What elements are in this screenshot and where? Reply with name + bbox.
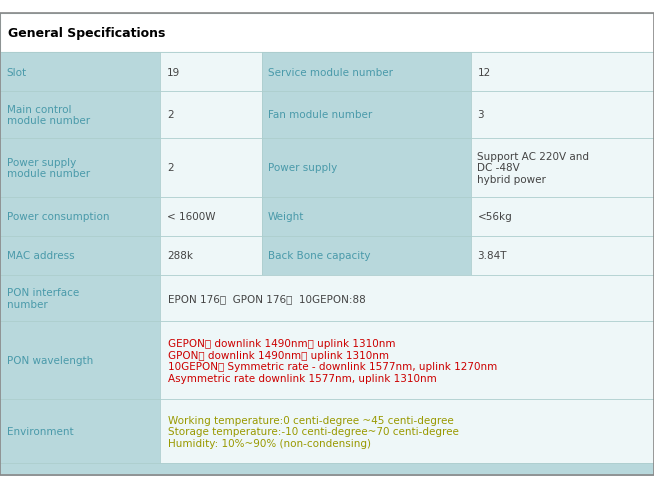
Text: Support AC 220V and
DC -48V
hybrid power: Support AC 220V and DC -48V hybrid power <box>477 152 589 185</box>
Text: Power supply: Power supply <box>268 163 337 173</box>
FancyBboxPatch shape <box>262 53 471 92</box>
Text: 288k: 288k <box>167 251 193 261</box>
Text: 12: 12 <box>477 68 490 77</box>
FancyBboxPatch shape <box>262 236 471 275</box>
FancyBboxPatch shape <box>471 236 654 275</box>
FancyBboxPatch shape <box>0 14 654 53</box>
Text: GEPON： downlink 1490nm， uplink 1310nm
GPON： downlink 1490nm， uplink 1310nm
10GEP: GEPON： downlink 1490nm， uplink 1310nm GP… <box>168 338 497 383</box>
FancyBboxPatch shape <box>0 400 160 463</box>
FancyBboxPatch shape <box>160 198 262 236</box>
FancyBboxPatch shape <box>471 139 654 198</box>
Text: PON wavelength: PON wavelength <box>7 356 93 366</box>
Text: < 1600W: < 1600W <box>167 212 215 222</box>
Text: Working temperature:0 centi-degree ~45 centi-degree
Storage temperature:-10 cent: Working temperature:0 centi-degree ~45 c… <box>168 415 459 448</box>
FancyBboxPatch shape <box>160 275 654 322</box>
Text: Slot: Slot <box>7 68 27 77</box>
FancyBboxPatch shape <box>0 463 654 475</box>
FancyBboxPatch shape <box>0 236 160 275</box>
Text: 3.84T: 3.84T <box>477 251 507 261</box>
FancyBboxPatch shape <box>471 53 654 92</box>
FancyBboxPatch shape <box>160 400 654 463</box>
FancyBboxPatch shape <box>0 275 160 322</box>
FancyBboxPatch shape <box>0 198 160 236</box>
FancyBboxPatch shape <box>160 322 654 400</box>
FancyBboxPatch shape <box>160 139 262 198</box>
FancyBboxPatch shape <box>0 139 160 198</box>
FancyBboxPatch shape <box>262 198 471 236</box>
Text: General Specifications: General Specifications <box>8 27 165 40</box>
FancyBboxPatch shape <box>0 322 160 400</box>
FancyBboxPatch shape <box>262 92 471 139</box>
FancyBboxPatch shape <box>0 92 160 139</box>
FancyBboxPatch shape <box>160 236 262 275</box>
Text: Main control
module number: Main control module number <box>7 105 90 126</box>
FancyBboxPatch shape <box>262 139 471 198</box>
FancyBboxPatch shape <box>0 53 160 92</box>
Text: <56kg: <56kg <box>477 212 512 222</box>
Text: Fan module number: Fan module number <box>268 110 372 120</box>
FancyBboxPatch shape <box>160 92 262 139</box>
Text: Environment: Environment <box>7 427 73 436</box>
Text: Back Bone capacity: Back Bone capacity <box>268 251 371 261</box>
Text: Power supply
module number: Power supply module number <box>7 157 90 179</box>
Text: Weight: Weight <box>268 212 305 222</box>
Text: 2: 2 <box>167 163 173 173</box>
FancyBboxPatch shape <box>160 53 262 92</box>
FancyBboxPatch shape <box>471 92 654 139</box>
Text: EPON 176；  GPON 176；  10GEPON:88: EPON 176； GPON 176； 10GEPON:88 <box>168 293 366 303</box>
Text: PON interface
number: PON interface number <box>7 288 78 309</box>
Text: 19: 19 <box>167 68 180 77</box>
Text: Power consumption: Power consumption <box>7 212 109 222</box>
Text: 3: 3 <box>477 110 484 120</box>
Text: Service module number: Service module number <box>268 68 393 77</box>
Text: 2: 2 <box>167 110 173 120</box>
Text: MAC address: MAC address <box>7 251 74 261</box>
FancyBboxPatch shape <box>471 198 654 236</box>
